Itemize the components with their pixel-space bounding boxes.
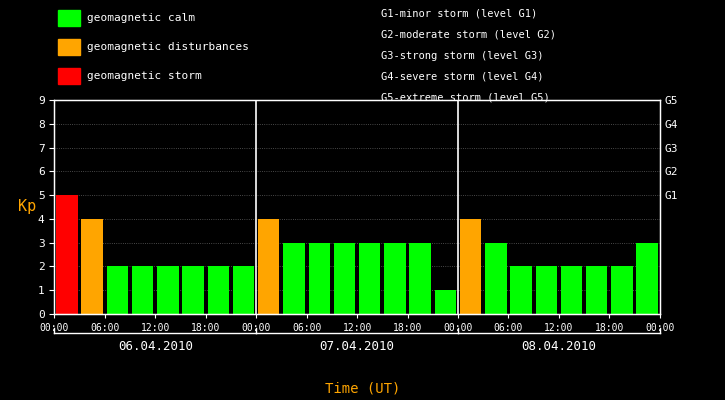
- Bar: [359, 243, 381, 314]
- Text: geomagnetic storm: geomagnetic storm: [87, 70, 202, 81]
- Bar: [107, 266, 128, 314]
- Bar: [183, 266, 204, 314]
- Bar: [334, 243, 355, 314]
- Bar: [207, 266, 229, 314]
- Bar: [309, 243, 330, 314]
- Bar: [410, 243, 431, 314]
- Bar: [536, 266, 557, 314]
- Text: G1-minor storm (level G1): G1-minor storm (level G1): [381, 9, 537, 19]
- Text: G2-moderate storm (level G2): G2-moderate storm (level G2): [381, 30, 555, 40]
- Y-axis label: Kp: Kp: [17, 200, 36, 214]
- Text: geomagnetic disturbances: geomagnetic disturbances: [87, 42, 249, 52]
- Text: G3-strong storm (level G3): G3-strong storm (level G3): [381, 51, 543, 61]
- Bar: [434, 290, 456, 314]
- Text: geomagnetic calm: geomagnetic calm: [87, 13, 195, 23]
- Bar: [560, 266, 582, 314]
- Bar: [611, 266, 633, 314]
- Bar: [460, 219, 481, 314]
- Text: 07.04.2010: 07.04.2010: [320, 340, 394, 352]
- Text: G4-severe storm (level G4): G4-severe storm (level G4): [381, 72, 543, 82]
- Bar: [258, 219, 280, 314]
- Bar: [57, 195, 78, 314]
- Bar: [637, 243, 658, 314]
- Bar: [384, 243, 405, 314]
- Bar: [283, 243, 304, 314]
- Text: 08.04.2010: 08.04.2010: [521, 340, 597, 352]
- Bar: [132, 266, 154, 314]
- Bar: [586, 266, 608, 314]
- Bar: [81, 219, 103, 314]
- Text: 06.04.2010: 06.04.2010: [117, 340, 193, 352]
- Bar: [233, 266, 254, 314]
- Text: Time (UT): Time (UT): [325, 381, 400, 395]
- Bar: [485, 243, 507, 314]
- Bar: [157, 266, 178, 314]
- Bar: [510, 266, 531, 314]
- Text: G5-extreme storm (level G5): G5-extreme storm (level G5): [381, 92, 550, 102]
